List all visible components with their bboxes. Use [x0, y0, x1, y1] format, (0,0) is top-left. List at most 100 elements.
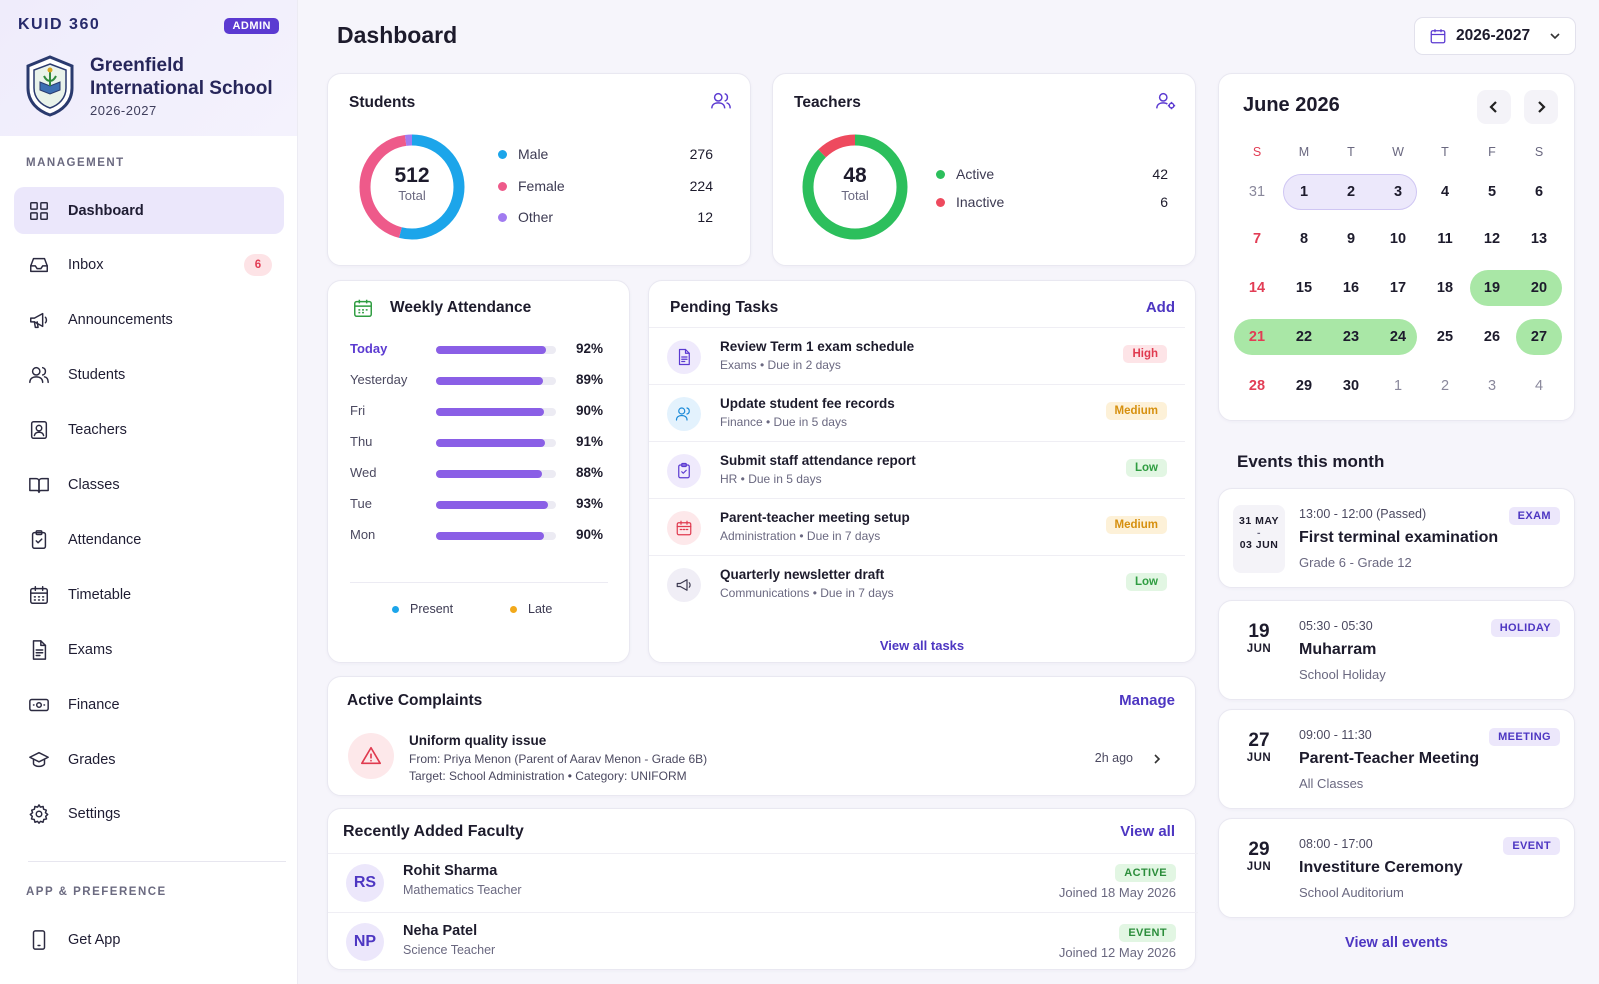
calendar-day[interactable]: 5 — [1487, 184, 1497, 200]
sidebar-item-dashboard[interactable]: Dashboard — [14, 187, 284, 234]
calendar-day[interactable]: 27 — [1530, 329, 1548, 345]
late-dot — [510, 605, 517, 613]
sidebar-item-announcements[interactable]: Announcements — [14, 296, 284, 343]
complaint-time: 2h ago — [1094, 751, 1133, 765]
sidebar-item-settings[interactable]: Settings — [14, 790, 284, 837]
sidebar-item-grades[interactable]: Grades — [14, 736, 284, 783]
attendance-bar-track — [436, 377, 556, 385]
sidebar-item-timetable[interactable]: Timetable — [14, 571, 284, 618]
clipboard-icon — [31, 529, 47, 549]
sidebar-item-classes[interactable]: Classes — [14, 461, 284, 508]
sidebar-item-label: Dashboard — [68, 202, 144, 219]
calendar-day[interactable]: 12 — [1483, 231, 1501, 247]
calendar-day[interactable]: 28 — [1248, 378, 1266, 394]
students-total-label: Total — [398, 188, 426, 203]
calendar-day[interactable]: 1 — [1299, 184, 1309, 200]
calendar-day[interactable]: 6 — [1534, 184, 1544, 200]
students-donut-chart — [359, 134, 465, 240]
event-card[interactable]: 29 JUN 08:00 - 17:00 Investiture Ceremon… — [1218, 818, 1575, 918]
weekly-attendance-card: Weekly Attendance Today 92% Yesterday 89%… — [327, 280, 630, 663]
attendance-percent: 88% — [576, 465, 604, 480]
active-dot — [936, 169, 945, 179]
users-icon[interactable] — [710, 90, 732, 112]
brand-name: KUID 360 — [18, 16, 101, 33]
calendar-day[interactable]: 3 — [1393, 184, 1403, 200]
complaint-from: From: Priya Menon (Parent of Aarav Menon… — [409, 752, 708, 766]
calendar-day[interactable]: 21 — [1248, 329, 1266, 345]
view-all-faculty-link[interactable]: View all — [1120, 823, 1175, 840]
event-card[interactable]: 19 JUN 05:30 - 05:30 Muharram School Hol… — [1218, 600, 1575, 700]
students-card-title: Students — [349, 94, 416, 111]
calendar-weekday: F — [1488, 145, 1496, 159]
task-row[interactable]: Review Term 1 exam schedule Exams • Due … — [649, 327, 1185, 384]
calendar-day[interactable]: 19 — [1483, 280, 1501, 296]
calendar-next-button[interactable] — [1524, 90, 1558, 124]
calendar-day[interactable]: 9 — [1346, 231, 1356, 247]
sidebar-item-attendance[interactable]: Attendance — [14, 516, 284, 563]
event-card[interactable]: 31 MAY - 03 JUN 13:00 - 12:00 (Passed) F… — [1218, 488, 1575, 588]
calendar-day[interactable]: 4 — [1440, 184, 1450, 200]
calendar-day[interactable]: 15 — [1295, 280, 1313, 296]
calendar-day[interactable]: 20 — [1530, 280, 1548, 296]
add-task-button[interactable]: Add — [1145, 299, 1175, 316]
task-row[interactable]: Submit staff attendance report HR • Due … — [649, 441, 1185, 498]
sidebar-item-inbox[interactable]: Inbox 6 — [14, 241, 284, 288]
calendar-day[interactable]: 25 — [1436, 329, 1454, 345]
task-meta: HR • Due in 5 days — [720, 472, 822, 486]
calendar-day[interactable]: 14 — [1248, 280, 1266, 296]
calendar-day[interactable]: 17 — [1389, 280, 1407, 296]
view-all-tasks-link[interactable]: View all tasks — [879, 638, 965, 653]
event-type-badge: MEETING — [1489, 728, 1560, 746]
calendar-day[interactable]: 11 — [1437, 231, 1453, 247]
faculty-row[interactable]: NP Neha Patel Science Teacher EVENT Join… — [328, 912, 1198, 972]
event-month: JUN — [1246, 752, 1272, 764]
calendar-day[interactable]: 26 — [1483, 329, 1501, 345]
task-icon-wrap — [667, 511, 701, 545]
calendar-event-highlight — [1470, 270, 1562, 306]
calendar-day[interactable]: 30 — [1342, 378, 1360, 394]
sidebar-item-label: Inbox — [68, 256, 104, 273]
attendance-percent: 89% — [576, 372, 604, 387]
complaint-item[interactable]: Uniform quality issue From: Priya Menon … — [328, 727, 1197, 789]
calendar-day[interactable]: 22 — [1295, 329, 1313, 345]
section-management-label: MANAGEMENT — [26, 157, 125, 169]
calendar-day[interactable]: 7 — [1252, 231, 1262, 247]
task-row[interactable]: Quarterly newsletter draft Communication… — [649, 555, 1185, 612]
calendar-day[interactable]: 3 — [1487, 378, 1497, 394]
calendar-day[interactable]: 16 — [1342, 280, 1360, 296]
calendar-day[interactable]: 1 — [1393, 378, 1403, 394]
attendance-bar-fill — [436, 439, 546, 447]
view-all-events-link[interactable]: View all events — [1345, 935, 1448, 951]
academic-year-value: 2026-2027 — [1456, 27, 1531, 44]
manage-complaints-link[interactable]: Manage — [1119, 692, 1175, 709]
academic-year-select[interactable]: 2026-2027 — [1414, 17, 1576, 55]
sidebar-item-teachers[interactable]: Teachers — [14, 406, 284, 453]
donut-segment — [359, 134, 465, 240]
calendar-day[interactable]: 13 — [1530, 231, 1548, 247]
event-date: 19 JUN — [1233, 617, 1285, 685]
calendar-day[interactable]: 2 — [1440, 378, 1450, 394]
present-dot — [392, 605, 399, 613]
calendar-day[interactable]: 4 — [1534, 378, 1544, 394]
calendar-day[interactable]: 18 — [1436, 280, 1454, 296]
task-title: Update student fee records — [720, 396, 895, 411]
sidebar-item-finance[interactable]: Finance — [14, 681, 284, 728]
task-row[interactable]: Update student fee records Finance • Due… — [649, 384, 1185, 441]
sidebar-item-students[interactable]: Students — [14, 351, 284, 398]
get-app-button[interactable]: Get App — [14, 916, 284, 963]
calendar-day[interactable]: 10 — [1389, 231, 1407, 247]
document-icon — [678, 348, 690, 366]
task-row[interactable]: Parent-teacher meeting setup Administrat… — [649, 498, 1185, 555]
sidebar-item-exams[interactable]: Exams — [14, 626, 284, 673]
event-card[interactable]: 27 JUN 09:00 - 11:30 Parent-Teacher Meet… — [1218, 709, 1575, 809]
calendar-day[interactable]: 24 — [1389, 329, 1407, 345]
calendar-day[interactable]: 31 — [1248, 184, 1266, 200]
calendar-day[interactable]: 2 — [1346, 184, 1356, 200]
user-settings-icon[interactable] — [1155, 90, 1177, 112]
calendar-prev-button[interactable] — [1477, 90, 1511, 124]
calendar-day[interactable]: 29 — [1295, 378, 1313, 394]
faculty-row[interactable]: RS Rohit Sharma Mathematics Teacher ACTI… — [328, 853, 1198, 913]
calendar-day[interactable]: 8 — [1299, 231, 1309, 247]
calendar-event-highlight — [1234, 319, 1417, 355]
calendar-day[interactable]: 23 — [1342, 329, 1360, 345]
